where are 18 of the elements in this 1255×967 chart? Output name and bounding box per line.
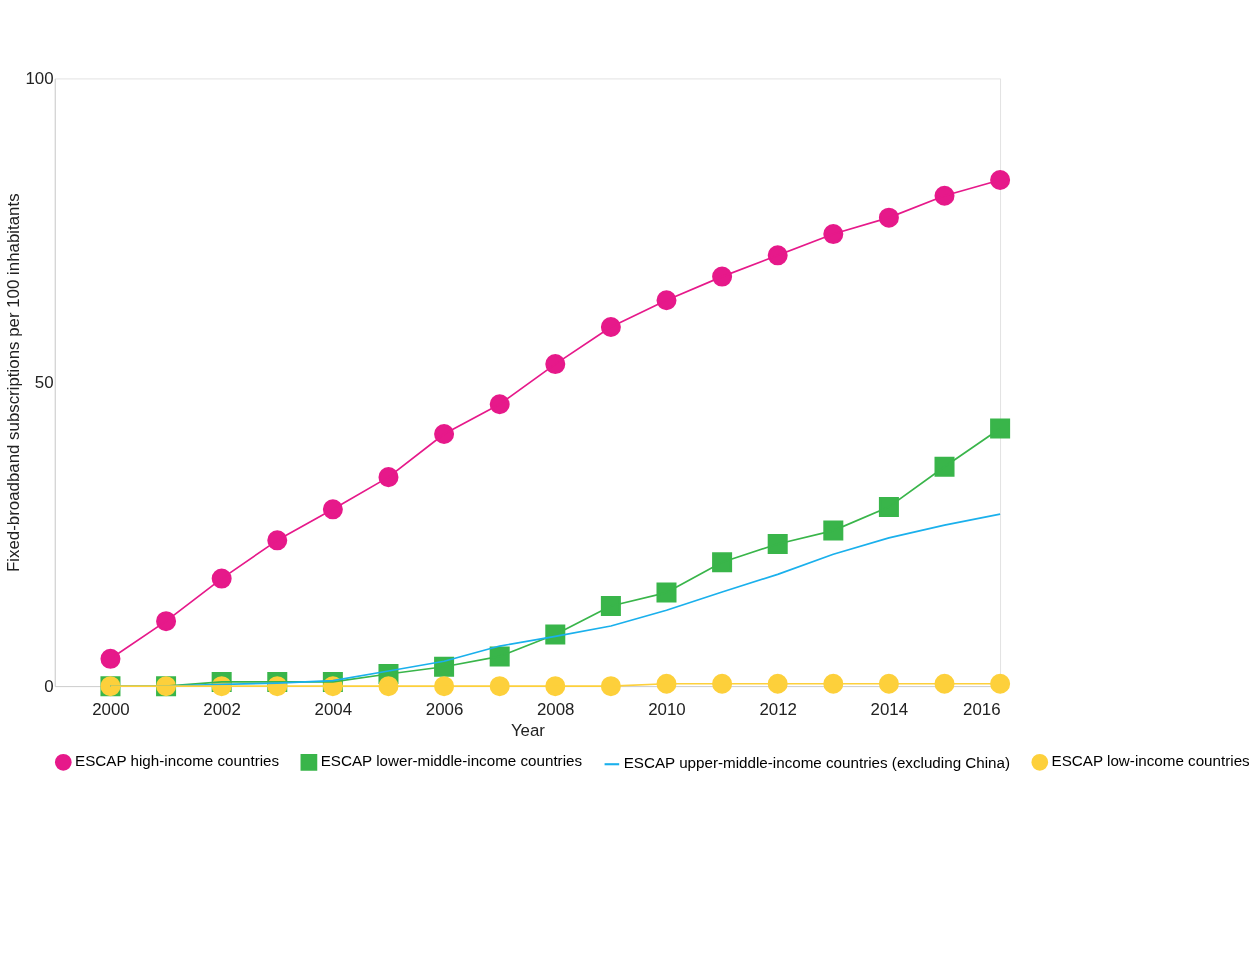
x-tick-label: 2002 (203, 700, 241, 720)
x-axis-title: Year (510, 720, 546, 740)
y-axis-title: Fixed-broadband subscriptions per 100 inhabitants (3, 193, 23, 573)
y-tick-label: 100 (25, 68, 54, 88)
legend-label: ESCAP lower-middle-income countries (320, 752, 583, 770)
x-tick-label: 2014 (870, 700, 909, 720)
y-tick-label: 50 (34, 372, 54, 392)
x-tick-label: 2010 (648, 700, 686, 720)
x-tick-label: 2016 (963, 700, 1001, 720)
x-tick-label: 2012 (759, 700, 797, 720)
y-tick-label: 0 (44, 676, 54, 696)
legend-label: ESCAP high-income countries (75, 752, 280, 770)
x-tick-label: 2004 (314, 700, 353, 720)
x-tick-label: 2006 (425, 700, 464, 720)
legend-label: ESCAP low-income countries (1051, 752, 1251, 770)
legend-label: ESCAP upper-middle-income countries (excluding China) (623, 754, 1011, 772)
x-tick-label: 2000 (92, 700, 130, 720)
x-tick-label: 2008 (536, 700, 575, 720)
